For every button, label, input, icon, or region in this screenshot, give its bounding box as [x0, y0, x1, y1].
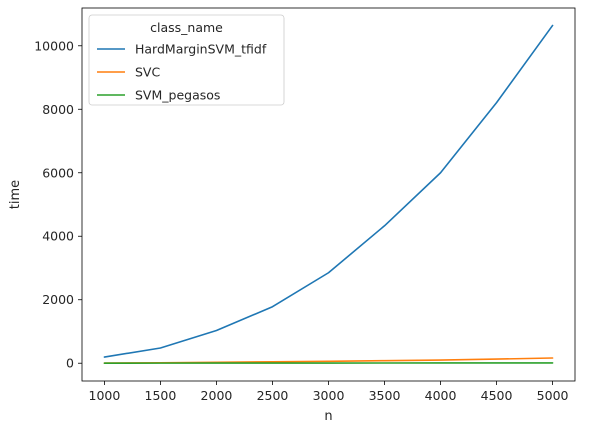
x-tick-label: 2000 [201, 388, 233, 403]
y-axis-ticks: 0 2000 4000 6000 8000 10000 [34, 38, 82, 371]
legend: class_name HardMarginSVM_tfidf SVC SVM_peg… [88, 14, 285, 106]
y-tick-label: 2000 [42, 292, 74, 307]
legend-box [88, 14, 285, 106]
y-tick-label: 8000 [42, 102, 74, 117]
x-tick-label: 4500 [481, 388, 513, 403]
x-tick-label: 5000 [537, 388, 569, 403]
x-tick-label: 1500 [145, 388, 177, 403]
x-tick-label: 4000 [425, 388, 457, 403]
series-layer [103, 24, 554, 364]
y-tick-label: 4000 [42, 229, 74, 244]
y-tick-label: 10000 [34, 38, 74, 53]
y-axis-label: time [8, 180, 23, 209]
x-tick-label: 2500 [257, 388, 289, 403]
legend-label: HardMarginSVM_tfidf [135, 42, 267, 57]
legend-label: SVC [135, 65, 160, 80]
legend-entries: HardMarginSVM_tfidf SVC SVM_pegasos [97, 42, 267, 103]
x-axis-ticks: 1000 1500 2000 2500 3000 3500 4000 4500 5000 [89, 381, 569, 403]
legend-label: SVM_pegasos [135, 88, 220, 103]
y-tick-label: 0 [66, 356, 74, 371]
x-tick-label: 1000 [89, 388, 121, 403]
series-line-1 [103, 24, 554, 358]
x-tick-label: 3000 [313, 388, 345, 403]
legend-title: class_name [150, 20, 223, 35]
x-tick-label: 3500 [369, 388, 401, 403]
x-axis-label: n [324, 409, 332, 424]
y-tick-label: 6000 [42, 165, 74, 180]
